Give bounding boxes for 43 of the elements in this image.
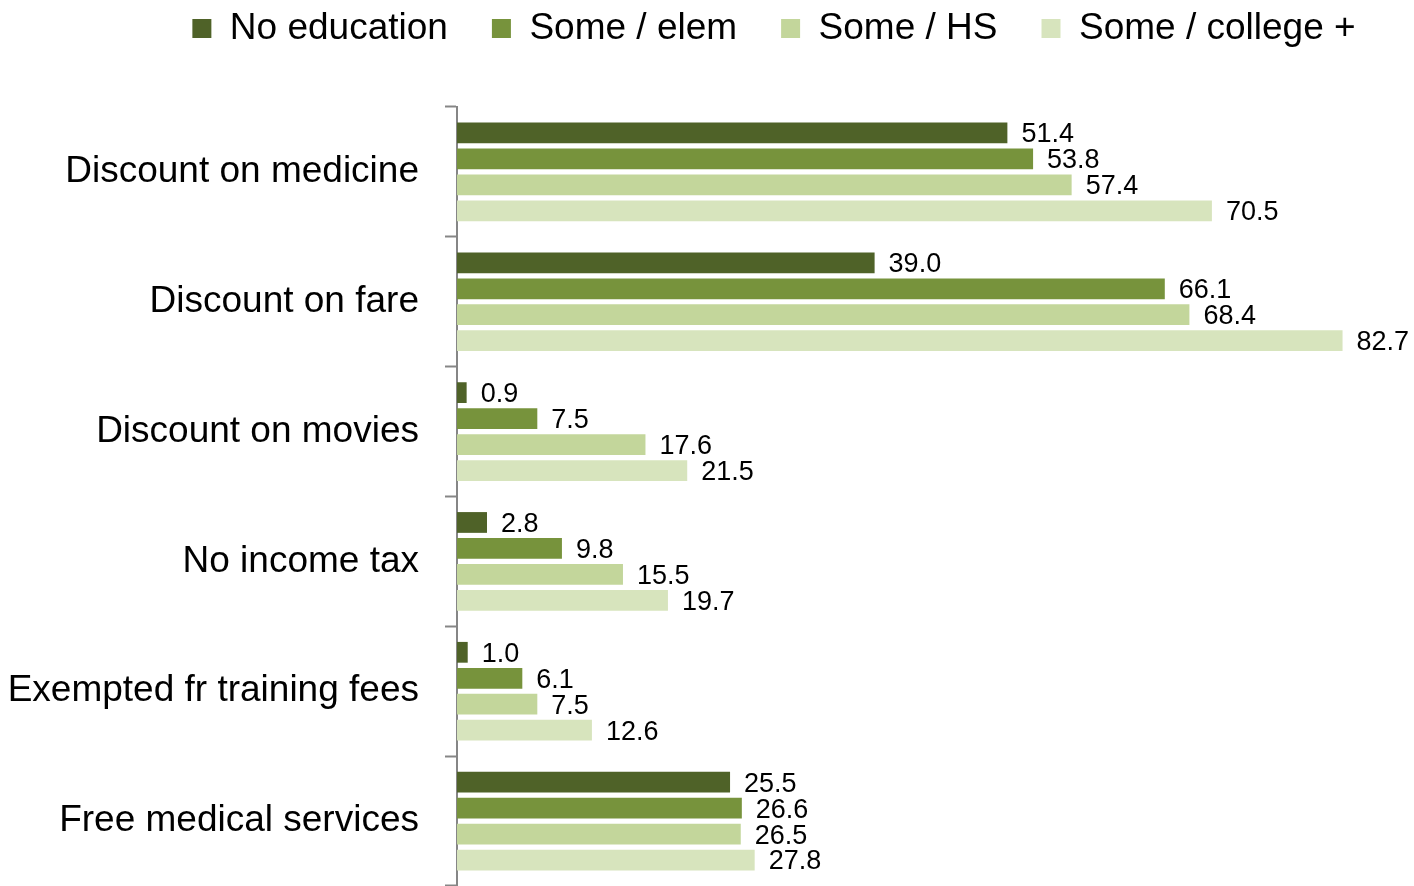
data-label: 39.0	[888, 248, 942, 279]
bar	[457, 564, 623, 585]
bar	[457, 174, 1072, 196]
data-label: 9.8	[575, 533, 614, 564]
bar	[457, 512, 487, 533]
bar	[457, 122, 1008, 144]
bar	[457, 641, 468, 663]
bar	[457, 849, 755, 871]
legend-label: Some / elem	[529, 5, 738, 47]
bar	[457, 252, 875, 274]
bar	[457, 771, 731, 793]
bar	[457, 408, 538, 429]
bar	[457, 589, 668, 611]
bar	[457, 823, 741, 845]
bar	[457, 538, 562, 559]
bar	[457, 434, 646, 455]
data-label: 1.0	[481, 637, 520, 668]
data-label: 0.9	[480, 378, 519, 409]
y-tick-label: Discount on medicine	[65, 149, 419, 191]
bar	[457, 719, 592, 741]
legend-label: No education	[229, 5, 448, 47]
bar	[457, 797, 742, 819]
legend-label: Some / HS	[818, 5, 998, 47]
bar	[457, 693, 538, 715]
bar	[457, 304, 1190, 326]
bar	[457, 200, 1212, 222]
y-tick-label: Discount on movies	[96, 408, 419, 450]
bar	[457, 667, 523, 689]
legend-label: Some / college +	[1079, 5, 1356, 47]
data-label: 2.8	[500, 507, 539, 538]
bar	[457, 278, 1165, 300]
data-label: 7.5	[551, 404, 589, 435]
bar	[457, 148, 1034, 170]
bar	[457, 460, 688, 481]
y-tick-label: No income tax	[182, 538, 420, 580]
bar	[457, 330, 1343, 352]
data-label: 82.7	[1356, 326, 1410, 357]
y-tick-label: Exempted fr training fees	[7, 668, 419, 710]
y-tick-label: Discount on fare	[149, 278, 419, 320]
data-label: 70.5	[1225, 196, 1279, 227]
data-label: 12.6	[605, 715, 659, 746]
bar	[457, 382, 467, 404]
y-tick-label: Free medical services	[59, 798, 419, 840]
